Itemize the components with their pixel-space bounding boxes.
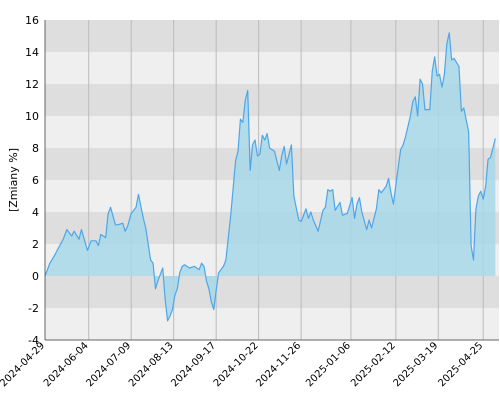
y-axis-label: [Zmiany %] xyxy=(7,148,20,212)
x-tick-label: 2025-04-25 xyxy=(436,340,485,389)
y-tick-label: -4 xyxy=(28,334,39,347)
grid-band xyxy=(45,20,499,52)
y-tick-label: 12 xyxy=(25,78,39,91)
y-tick-labels: -4 -2 0 2 4 6 8 10 12 14 16 xyxy=(25,14,39,347)
grid-band xyxy=(45,276,499,308)
y-tick-label: 10 xyxy=(25,110,39,123)
y-tick-label: -2 xyxy=(28,302,39,315)
x-tick-label: 2025-01-06 xyxy=(304,340,353,389)
y-tick-label: 14 xyxy=(25,46,39,59)
area-series xyxy=(44,32,496,322)
y-tick-label: 4 xyxy=(32,206,39,219)
y-tick-label: 0 xyxy=(32,270,39,283)
area-fill xyxy=(45,32,496,321)
axes xyxy=(44,20,499,341)
grid-band xyxy=(45,52,499,84)
x-tick-labels: 2024-04-292024-06-042024-07-092024-08-13… xyxy=(0,340,485,389)
y-tick-label: 16 xyxy=(25,14,39,27)
y-tick-label: 6 xyxy=(32,174,39,187)
series-line xyxy=(44,32,496,322)
y-tick-label: 8 xyxy=(32,142,39,155)
x-tick-label: 2025-03-19 xyxy=(392,340,441,389)
y-tick-label: 2 xyxy=(32,238,39,251)
x-tick-label: 2024-11-26 xyxy=(254,340,303,389)
x-tick-label: 2024-04-29 xyxy=(0,340,47,389)
grid-band xyxy=(45,308,499,340)
